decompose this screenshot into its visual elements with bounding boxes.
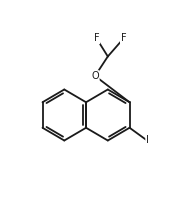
Text: F: F xyxy=(121,33,126,43)
Text: I: I xyxy=(146,135,149,145)
Text: O: O xyxy=(91,71,99,81)
Text: F: F xyxy=(94,33,99,43)
